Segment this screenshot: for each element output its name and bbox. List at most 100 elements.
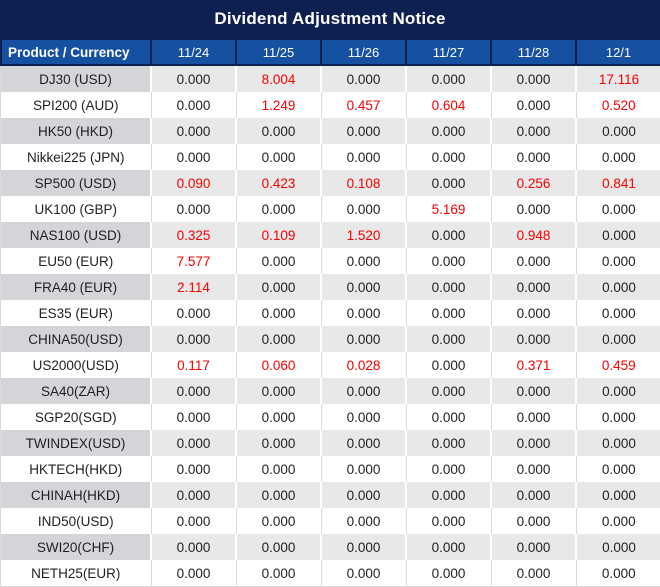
product-cell: SGP20(SGD) bbox=[1, 404, 152, 430]
value-cell: 0.000 bbox=[236, 430, 322, 456]
value-cell: 0.000 bbox=[321, 508, 407, 534]
value-cell: 0.000 bbox=[236, 326, 322, 352]
value-cell: 0.117 bbox=[151, 352, 237, 378]
dividend-table: Product / Currency 11/24 11/25 11/26 11/… bbox=[0, 38, 660, 586]
value-cell: 0.000 bbox=[406, 326, 492, 352]
table-row: FRA40 (EUR) 2.114 0.000 0.000 0.000 0.000 0.00… bbox=[1, 274, 660, 300]
value-cell: 0.000 bbox=[576, 118, 660, 144]
value-cell: 0.000 bbox=[576, 196, 660, 222]
value-cell: 0.000 bbox=[576, 404, 660, 430]
date-header: 11/26 bbox=[320, 38, 407, 66]
date-header: 11/25 bbox=[235, 38, 322, 66]
value-cell: 0.000 bbox=[406, 482, 492, 508]
value-cell: 0.000 bbox=[491, 482, 577, 508]
value-cell: 0.000 bbox=[406, 300, 492, 326]
value-cell: 1.249 bbox=[236, 92, 322, 118]
value-cell: 0.000 bbox=[321, 300, 407, 326]
value-cell: 0.000 bbox=[406, 560, 492, 586]
table-row: SWI20(CHF) 0.000 0.000 0.000 0.000 0.000 0.000 bbox=[1, 534, 660, 560]
value-cell: 0.000 bbox=[151, 300, 237, 326]
value-cell: 0.000 bbox=[321, 404, 407, 430]
table-row: EU50 (EUR) 7.577 0.000 0.000 0.000 0.000 0.000 bbox=[1, 248, 660, 274]
value-cell: 0.000 bbox=[151, 92, 237, 118]
value-cell: 0.000 bbox=[576, 248, 660, 274]
value-cell: 0.000 bbox=[491, 144, 577, 170]
value-cell: 0.371 bbox=[491, 352, 577, 378]
value-cell: 0.000 bbox=[406, 456, 492, 482]
value-cell: 0.000 bbox=[151, 560, 237, 586]
value-cell: 0.000 bbox=[151, 404, 237, 430]
value-cell: 0.000 bbox=[406, 404, 492, 430]
value-cell: 0.000 bbox=[321, 144, 407, 170]
value-cell: 0.000 bbox=[236, 560, 322, 586]
product-cell: SA40(ZAR) bbox=[1, 378, 152, 404]
value-cell: 0.000 bbox=[321, 456, 407, 482]
value-cell: 0.000 bbox=[236, 196, 322, 222]
product-cell: NETH25(EUR) bbox=[1, 560, 152, 586]
date-header: 12/1 bbox=[575, 38, 660, 66]
value-cell: 0.000 bbox=[151, 326, 237, 352]
value-cell: 0.000 bbox=[576, 560, 660, 586]
value-cell: 0.000 bbox=[406, 65, 492, 92]
product-cell: UK100 (GBP) bbox=[1, 196, 152, 222]
date-header: 11/27 bbox=[405, 38, 492, 66]
value-cell: 0.000 bbox=[321, 65, 407, 92]
value-cell: 0.000 bbox=[151, 534, 237, 560]
value-cell: 0.457 bbox=[321, 92, 407, 118]
value-cell: 0.000 bbox=[151, 65, 237, 92]
table-row: ES35 (EUR) 0.000 0.000 0.000 0.000 0.000 0.000 bbox=[1, 300, 660, 326]
value-cell: 5.169 bbox=[406, 196, 492, 222]
value-cell: 0.000 bbox=[321, 118, 407, 144]
value-cell: 0.000 bbox=[406, 144, 492, 170]
product-cell: HKTECH(HKD) bbox=[1, 456, 152, 482]
product-cell: HK50 (HKD) bbox=[1, 118, 152, 144]
value-cell: 0.000 bbox=[491, 560, 577, 586]
table-row: NAS100 (USD) 0.325 0.109 1.520 0.000 0.948 0.0… bbox=[1, 222, 660, 248]
product-cell: DJ30 (USD) bbox=[1, 65, 152, 92]
table-header-row: Product / Currency 11/24 11/25 11/26 11/… bbox=[0, 38, 660, 66]
value-cell: 0.108 bbox=[321, 170, 407, 196]
value-cell: 0.000 bbox=[491, 456, 577, 482]
value-cell: 0.000 bbox=[151, 482, 237, 508]
value-cell: 0.090 bbox=[151, 170, 237, 196]
value-cell: 0.000 bbox=[236, 404, 322, 430]
value-cell: 0.000 bbox=[576, 300, 660, 326]
value-cell: 0.000 bbox=[576, 326, 660, 352]
value-cell: 0.000 bbox=[321, 378, 407, 404]
table-row: UK100 (GBP) 0.000 0.000 0.000 5.169 0.000 0.00… bbox=[1, 196, 660, 222]
value-cell: 0.000 bbox=[576, 482, 660, 508]
value-cell: 0.000 bbox=[321, 274, 407, 300]
date-header: 11/28 bbox=[490, 38, 577, 66]
product-cell: CHINAH(HKD) bbox=[1, 482, 152, 508]
value-cell: 7.577 bbox=[151, 248, 237, 274]
value-cell: 0.028 bbox=[321, 352, 407, 378]
value-cell: 0.000 bbox=[406, 430, 492, 456]
value-cell: 0.000 bbox=[491, 196, 577, 222]
value-cell: 0.000 bbox=[491, 378, 577, 404]
value-cell: 0.000 bbox=[236, 378, 322, 404]
page-title: Dividend Adjustment Notice bbox=[214, 9, 446, 28]
product-cell: NAS100 (USD) bbox=[1, 222, 152, 248]
table-row: TWINDEX(USD) 0.000 0.000 0.000 0.000 0.000 0.0… bbox=[1, 430, 660, 456]
table-row: CHINA50(USD) 0.000 0.000 0.000 0.000 0.000 0.0… bbox=[1, 326, 660, 352]
product-cell: ES35 (EUR) bbox=[1, 300, 152, 326]
value-cell: 0.000 bbox=[491, 65, 577, 92]
value-cell: 0.000 bbox=[406, 248, 492, 274]
value-cell: 0.000 bbox=[576, 508, 660, 534]
value-cell: 0.000 bbox=[576, 222, 660, 248]
value-cell: 0.520 bbox=[576, 92, 660, 118]
table-row: Nikkei225 (JPN) 0.000 0.000 0.000 0.000 0.000… bbox=[1, 144, 660, 170]
product-cell: IND50(USD) bbox=[1, 508, 152, 534]
table-row: HK50 (HKD) 0.000 0.000 0.000 0.000 0.000 0.000 bbox=[1, 118, 660, 144]
value-cell: 0.000 bbox=[321, 482, 407, 508]
value-cell: 0.000 bbox=[151, 456, 237, 482]
value-cell: 0.000 bbox=[491, 326, 577, 352]
value-cell: 0.000 bbox=[576, 378, 660, 404]
value-cell: 0.000 bbox=[491, 118, 577, 144]
value-cell: 0.459 bbox=[576, 352, 660, 378]
value-cell: 0.000 bbox=[321, 534, 407, 560]
value-cell: 0.000 bbox=[151, 430, 237, 456]
value-cell: 0.000 bbox=[151, 196, 237, 222]
value-cell: 0.000 bbox=[491, 430, 577, 456]
